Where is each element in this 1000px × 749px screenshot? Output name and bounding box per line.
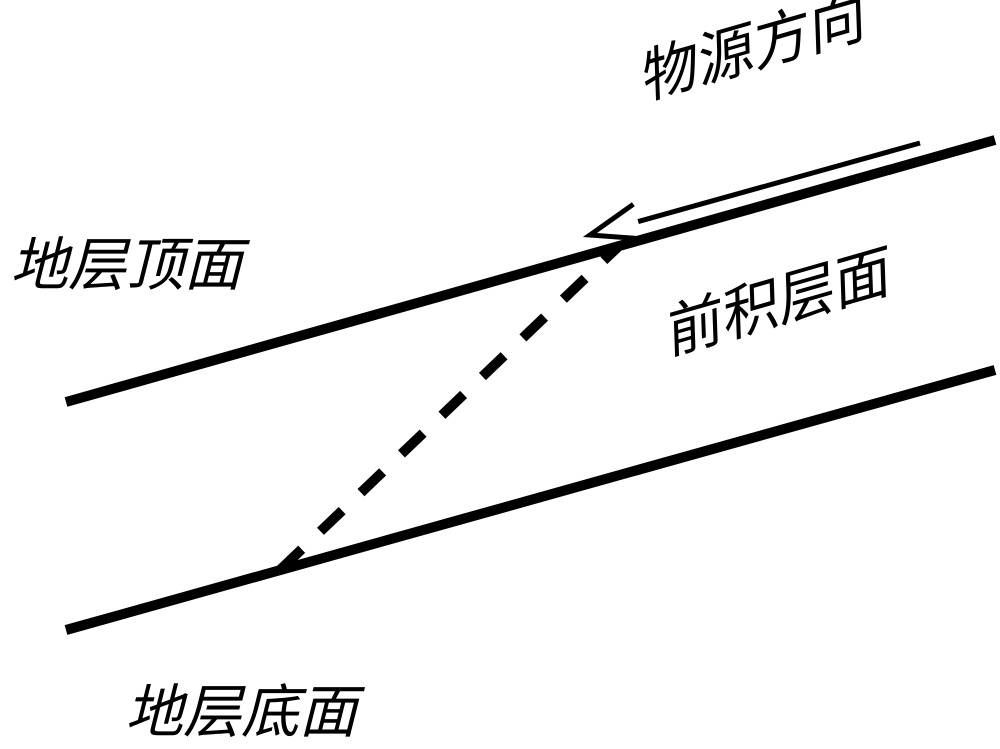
label-top-surface: 地层顶面 [10, 218, 242, 302]
label-bottom-surface: 地层底面 [125, 665, 357, 749]
source-direction-arrow-shaft [638, 143, 920, 222]
bottom-surface-line [66, 370, 995, 630]
source-direction-arrow-head [590, 204, 643, 239]
